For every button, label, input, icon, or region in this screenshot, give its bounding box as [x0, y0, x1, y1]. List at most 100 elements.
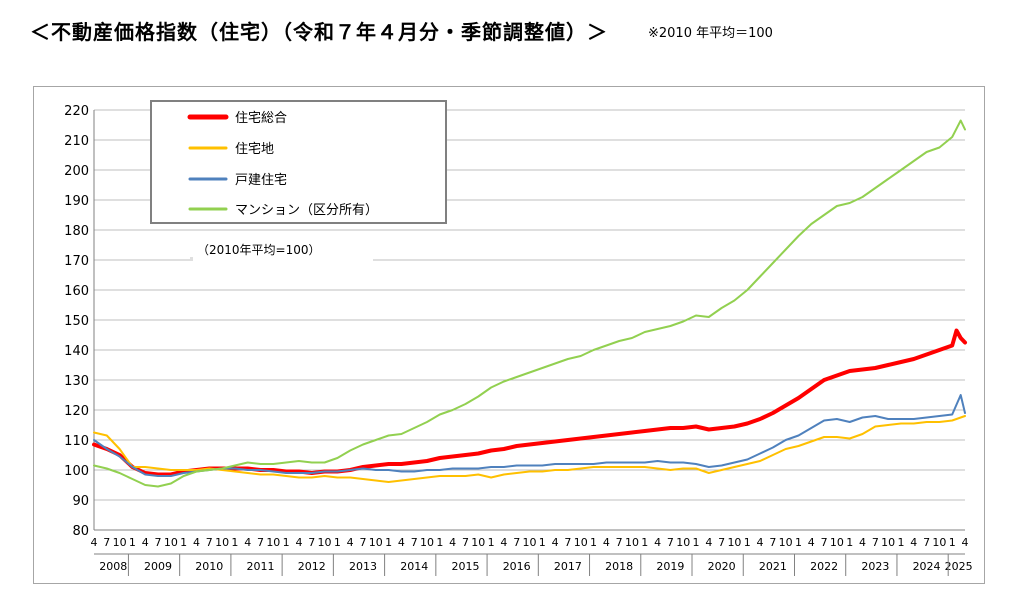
y-tick-label: 100 [64, 464, 89, 479]
x-month-label: 10 [779, 536, 793, 549]
x-month-label: 7 [359, 536, 366, 549]
y-tick-label: 220 [64, 104, 89, 119]
x-year-label: 2009 [144, 560, 172, 573]
x-month-label: 1 [129, 536, 136, 549]
x-month-label: 4 [347, 536, 354, 549]
x-year-label: 2021 [759, 560, 787, 573]
x-month-label: 7 [718, 536, 725, 549]
x-month-label: 1 [283, 536, 290, 549]
x-month-label: 4 [603, 536, 610, 549]
x-month-label: 7 [155, 536, 162, 549]
x-month-label: 10 [727, 536, 741, 549]
x-month-label: 1 [693, 536, 700, 549]
x-month-label: 4 [757, 536, 764, 549]
legend-label: 住宅地 [235, 142, 274, 157]
x-month-label: 10 [881, 536, 895, 549]
x-month-label: 10 [318, 536, 332, 549]
y-tick-label: 190 [64, 194, 89, 209]
legend-label: マンション（区分所有） [235, 203, 378, 218]
x-year-label: 2015 [451, 560, 479, 573]
x-month-label: 7 [462, 536, 469, 549]
x-month-label: 7 [103, 536, 110, 549]
x-month-label: 1 [231, 536, 238, 549]
x-month-label: 1 [795, 536, 802, 549]
x-month-label: 4 [244, 536, 251, 549]
x-month-label: 1 [436, 536, 443, 549]
series-line [92, 328, 967, 477]
legend-box [150, 100, 447, 224]
x-month-label: 4 [654, 536, 661, 549]
annotation-bg [193, 239, 373, 261]
x-year-label: 2023 [861, 560, 889, 573]
x-month-label: 4 [449, 536, 456, 549]
legend-label: 戸建住宅 [235, 173, 287, 188]
x-month-label: 4 [859, 536, 866, 549]
x-month-label: 4 [500, 536, 507, 549]
x-year-label: 2025 [945, 560, 973, 573]
x-year-label: 2008 [99, 560, 127, 573]
title-note: ※2010 年平均＝100 [648, 26, 773, 41]
y-tick-label: 130 [64, 374, 89, 389]
x-month-label: 7 [308, 536, 315, 549]
page-title: ＜不動産価格指数（住宅）（令和７年４月分・季節調整値）＞ [30, 20, 608, 44]
x-month-label: 1 [641, 536, 648, 549]
x-month-label: 4 [91, 536, 98, 549]
x-month-label: 1 [590, 536, 597, 549]
x-month-label: 10 [215, 536, 229, 549]
y-tick-label: 210 [64, 134, 89, 149]
x-month-label: 1 [334, 536, 341, 549]
x-year-label: 2018 [605, 560, 633, 573]
x-month-label: 10 [266, 536, 280, 549]
x-month-label: 7 [564, 536, 571, 549]
x-month-label: 10 [676, 536, 690, 549]
x-month-label: 10 [471, 536, 485, 549]
legend-label: 住宅総合 [235, 111, 287, 126]
x-year-label: 2013 [349, 560, 377, 573]
x-month-label: 4 [962, 536, 969, 549]
x-month-label: 10 [574, 536, 588, 549]
x-month-label: 4 [552, 536, 559, 549]
x-month-label: 7 [616, 536, 623, 549]
x-month-label: 10 [420, 536, 434, 549]
x-month-label: 1 [385, 536, 392, 549]
y-tick-label: 160 [64, 284, 89, 299]
x-month-label: 10 [164, 536, 178, 549]
x-month-label: 10 [830, 536, 844, 549]
y-tick-label: 120 [64, 404, 89, 419]
x-year-label: 2022 [810, 560, 838, 573]
x-year-label: 2010 [195, 560, 223, 573]
chart-annotation: （2010年平均=100） [197, 243, 321, 257]
x-year-label: 2019 [656, 560, 684, 573]
x-month-label: 7 [206, 536, 213, 549]
x-month-label: 4 [193, 536, 200, 549]
x-month-label: 7 [667, 536, 674, 549]
x-month-label: 10 [369, 536, 383, 549]
x-month-label: 4 [705, 536, 712, 549]
x-month-label: 7 [821, 536, 828, 549]
series-line [93, 394, 966, 477]
x-month-label: 7 [872, 536, 879, 549]
x-month-label: 1 [846, 536, 853, 549]
y-tick-label: 200 [64, 164, 89, 179]
x-month-label: 7 [411, 536, 418, 549]
y-tick-label: 150 [64, 314, 89, 329]
series-line [93, 415, 966, 483]
x-month-label: 1 [488, 536, 495, 549]
y-tick-label: 80 [72, 524, 89, 539]
x-month-label: 7 [257, 536, 264, 549]
x-month-label: 4 [398, 536, 405, 549]
x-year-label: 2024 [913, 560, 941, 573]
y-tick-label: 180 [64, 224, 89, 239]
x-month-label: 7 [769, 536, 776, 549]
x-month-label: 1 [897, 536, 904, 549]
x-month-label: 7 [513, 536, 520, 549]
x-year-label: 2016 [503, 560, 531, 573]
x-year-label: 2017 [554, 560, 582, 573]
series-line [93, 119, 966, 488]
x-year-label: 2014 [400, 560, 428, 573]
x-month-label: 1 [539, 536, 546, 549]
x-year-label: 2020 [708, 560, 736, 573]
chart-frame [33, 86, 985, 584]
x-year-label: 2011 [247, 560, 275, 573]
